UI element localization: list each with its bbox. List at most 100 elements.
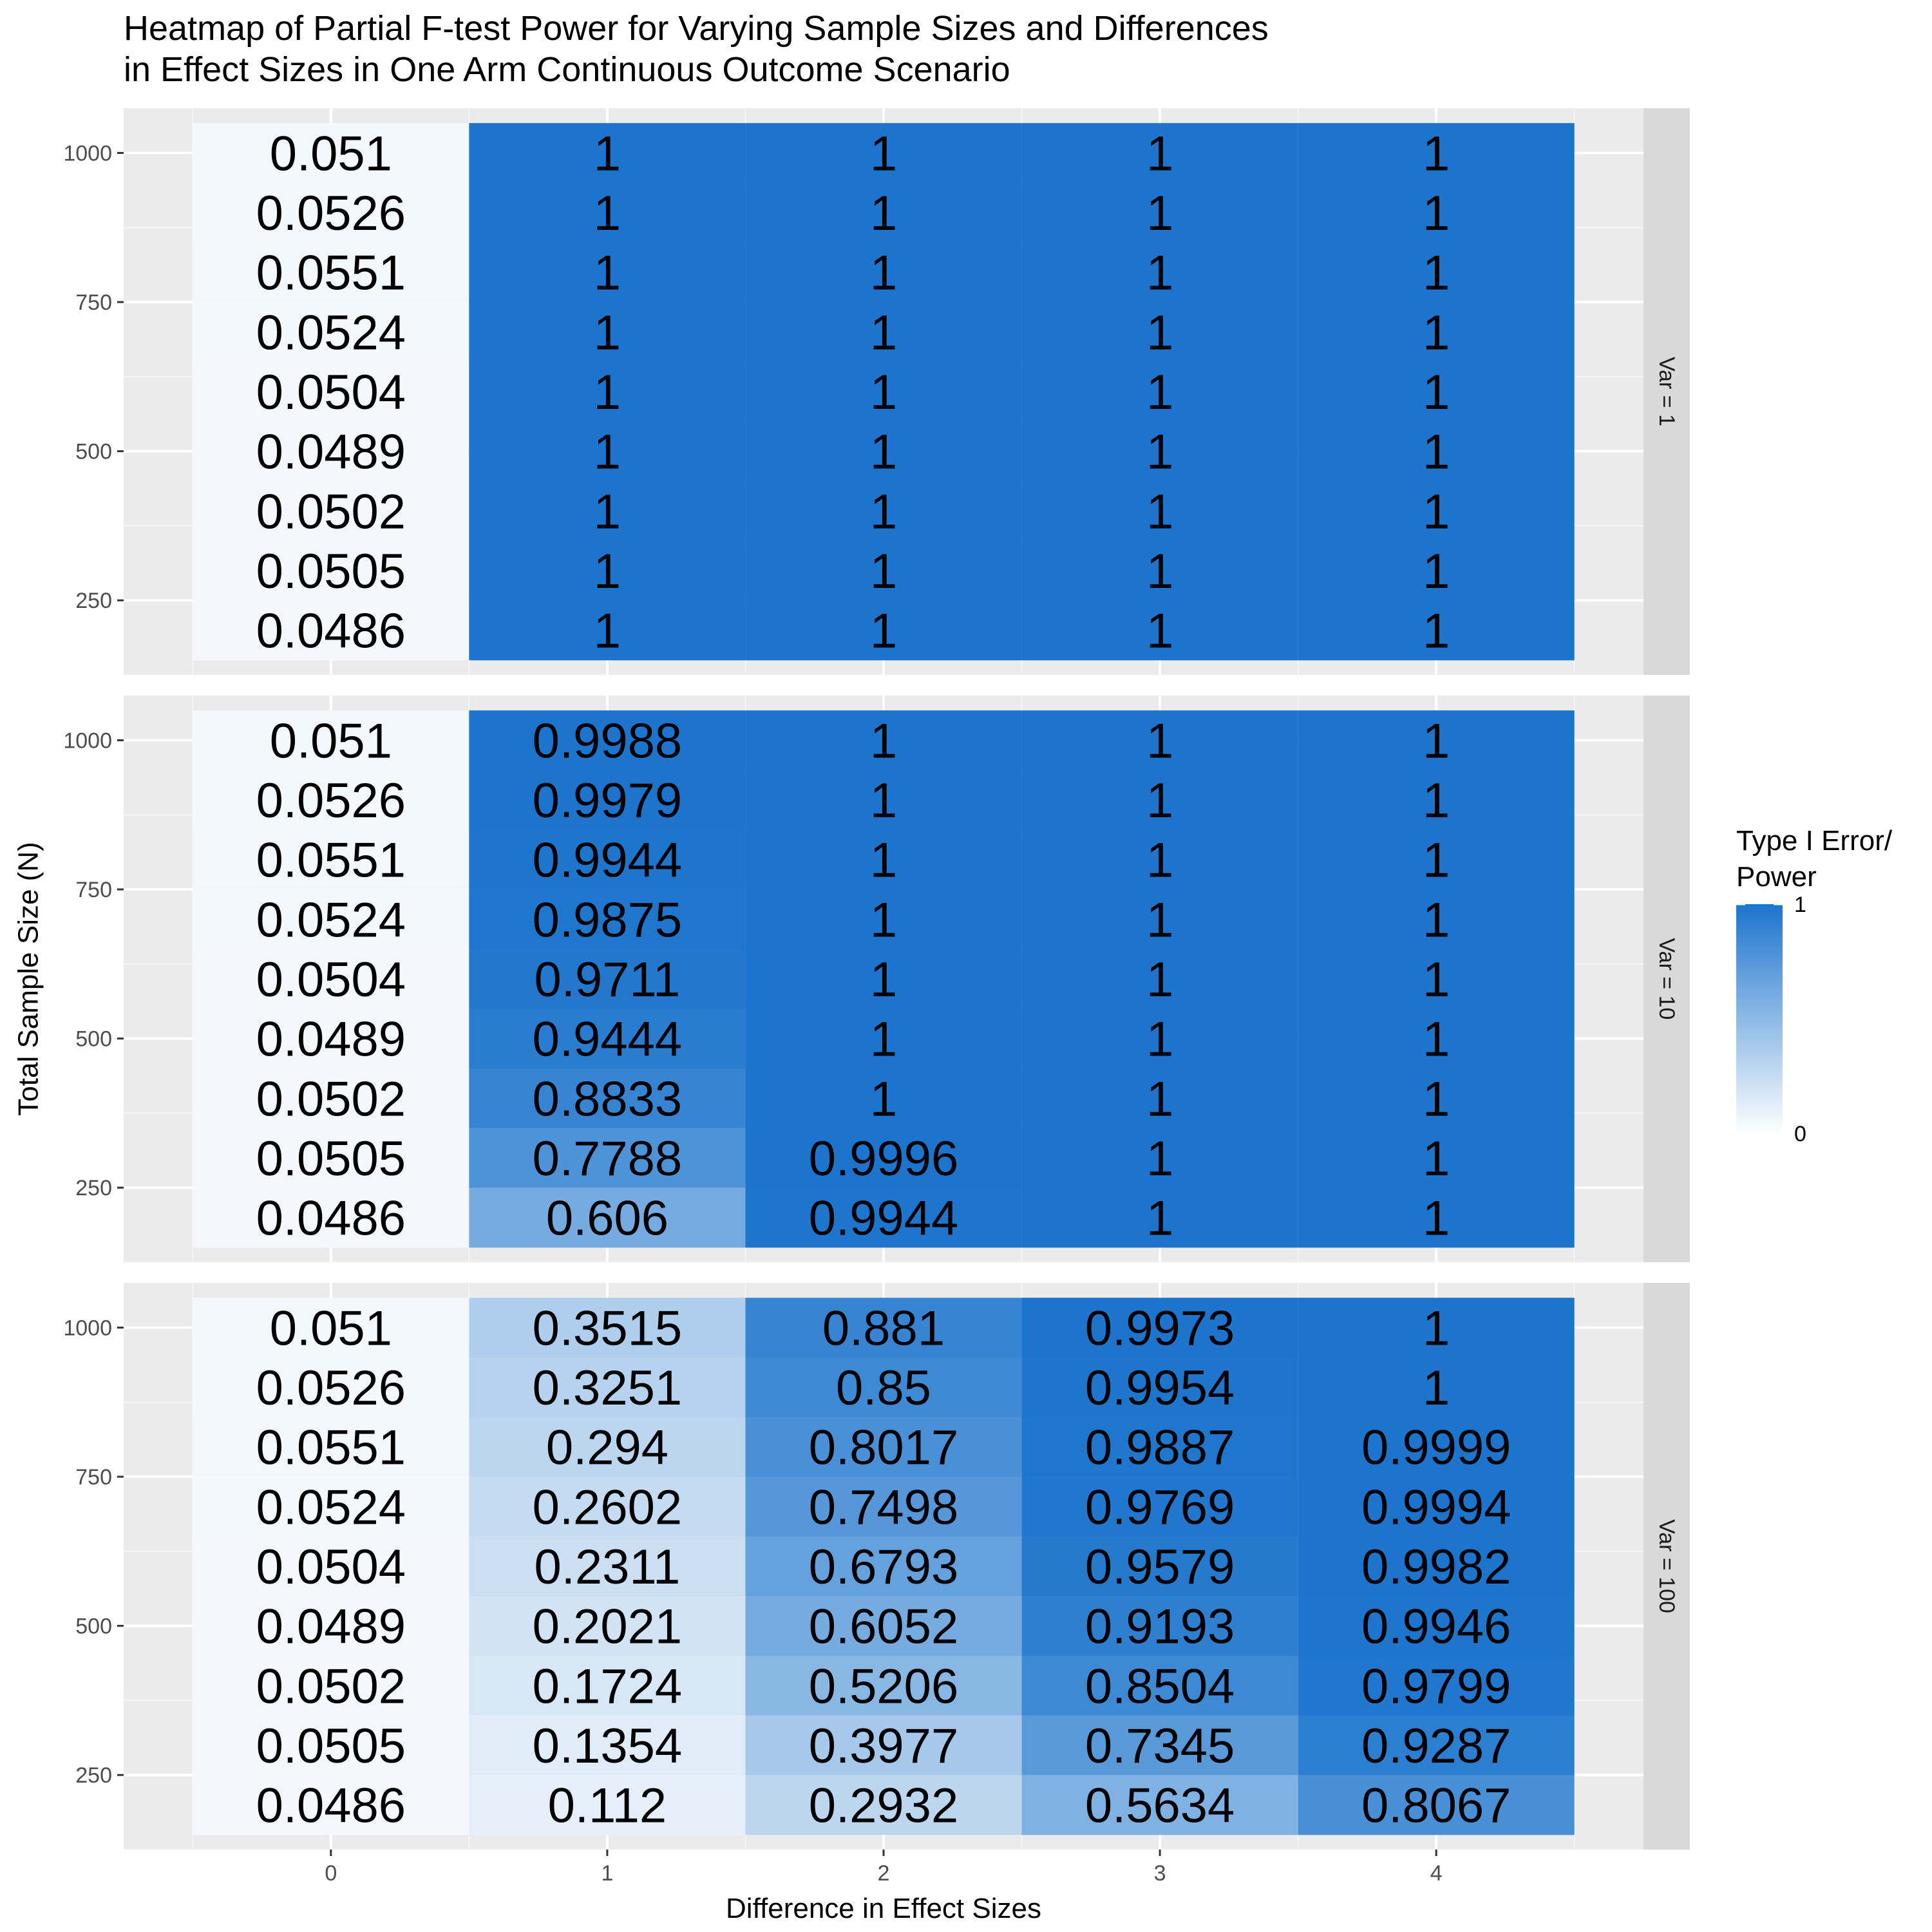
cell-value-label: 0.5206 [809,1659,958,1714]
y-tick-label: 750 [75,878,112,902]
x-axis-title: Difference in Effect Sizes [726,1893,1041,1924]
cell-value-label: 0.0504 [256,1540,406,1595]
heatmap-cell [1021,242,1298,303]
cell-value-label: 0.3251 [533,1361,682,1416]
cell-value-label: 0.9982 [1361,1540,1511,1595]
panel-1: 0.051 1 1 1 10.0526 1 1 1 10.0551 1 1 1 10.0524 1 1 1 10… [63,108,1690,676]
cell-value-label: 0.0505 [256,1719,406,1774]
cell-value-label: 1 [1423,833,1450,888]
heatmap-cell [745,242,1022,303]
cell-value-label: 0.0489 [256,1012,406,1067]
cell-value-label: 1 [1423,1132,1450,1186]
heatmap-cell [469,1128,746,1188]
cell-value-label: 1 [1423,604,1450,659]
cell-value-label: 0.9287 [1361,1719,1511,1774]
cell-value-label: 1 [1423,246,1450,301]
panel-2: 0.051 0.9988 1 1 10.0526 0.9979 1 1 10.0551 0.994… [63,696,1690,1263]
heatmap-cell [193,1417,469,1477]
cell-value-label: 0.8067 [1361,1779,1511,1833]
cell-value-label: 1 [1146,365,1173,420]
heatmap-cell [745,1128,1022,1188]
cell-value-label: 0.0526 [256,773,406,828]
cell-value-label: 0.1354 [533,1719,682,1774]
heatmap-cell [1021,600,1298,661]
heatmap-cell [1298,302,1575,363]
cell-value-label: 1 [1423,714,1450,768]
facet-strip [1643,1283,1690,1850]
heatmap-cell [1021,1536,1298,1596]
heatmap-cell [1298,421,1575,482]
cell-value-label: 0.0502 [256,484,406,539]
cell-value-label: 0.85 [836,1361,931,1416]
heatmap-cell [745,1188,1022,1248]
heatmap-cell [193,182,469,243]
legend-title: Power [1736,861,1817,893]
heatmap-cell [1021,1068,1298,1129]
cell-value-label: 1 [594,604,621,659]
heatmap-cell [193,123,469,184]
heatmap-cell [1298,1298,1575,1358]
cell-value-label: 1 [1146,544,1173,599]
cell-value-label: 1 [870,186,897,241]
heatmap-cell [745,1009,1022,1069]
cell-value-label: 0.051 [270,714,392,768]
facet-strip-label: Var = 1 [1654,357,1679,426]
title-line: Heatmap of Partial F-test Power for Vary… [124,9,1269,48]
cell-value-label: 0.0526 [256,186,406,241]
heatmap-cell [1298,889,1575,950]
heatmap-cell [745,1775,1022,1835]
cell-value-label: 0.0505 [256,544,406,599]
heatmap-cell [1021,949,1298,1009]
heatmap-cell [1021,1298,1298,1358]
heatmap-cell [1021,182,1298,243]
heatmap-cell [193,480,469,542]
heatmap-cell [193,1596,469,1656]
heatmap-cell [193,540,469,601]
heatmap-cell [469,1009,746,1069]
heatmap-cell [193,1009,469,1069]
cell-value-label: 0.9769 [1085,1480,1235,1535]
heatmap-cell [1021,1477,1298,1537]
cell-value-label: 0.9887 [1085,1421,1235,1475]
cell-value-label: 0.7345 [1085,1719,1235,1774]
cell-value-label: 0.0504 [256,365,406,420]
facet-strip-label: Var = 10 [1654,938,1679,1020]
heatmap-cell [1021,421,1298,482]
facet-strip [1643,696,1690,1262]
cell-value-label: 1 [1423,365,1450,420]
cell-value-label: 0.051 [270,126,392,181]
cell-value-label: 1 [870,1072,897,1126]
cell-value-label: 0.2021 [533,1600,682,1654]
cell-value-label: 1 [1423,1072,1450,1126]
heatmap-cell [745,123,1022,184]
cell-value-label: 0.9875 [533,893,682,947]
y-tick-label: 250 [75,1176,112,1200]
cell-value-label: 1 [1423,425,1450,480]
heatmap-cell [1298,1357,1575,1417]
cell-value-label: 1 [1423,186,1450,241]
cell-value-label: 0.9799 [1361,1659,1511,1714]
cell-value-label: 0.0551 [256,1421,406,1475]
heatmap-cell [1021,480,1298,542]
cell-value-label: 0.0502 [256,1659,406,1714]
heatmap-cell [745,1357,1022,1417]
heatmap-cell [469,770,746,830]
heatmap-cell [1021,829,1298,890]
cell-value-label: 0.9579 [1085,1540,1235,1595]
cell-value-label: 0.8833 [533,1072,682,1126]
cell-value-label: 1 [594,305,621,360]
heatmap-cell [745,1715,1022,1776]
heatmap-cell [193,1128,469,1188]
cell-value-label: 1 [1423,773,1450,828]
cell-value-label: 1 [594,246,621,301]
cell-value-label: 0.0524 [256,1480,406,1535]
cell-value-label: 0.8017 [809,1421,958,1475]
heatmap-cell [469,302,746,363]
heatmap-cell [193,1298,469,1358]
heatmap-cell [1298,600,1575,661]
heatmap-cell [1298,1009,1575,1069]
cell-value-label: 0.3515 [533,1301,682,1356]
heatmap-cell [469,1715,746,1776]
cell-value-label: 0.9193 [1085,1600,1235,1654]
